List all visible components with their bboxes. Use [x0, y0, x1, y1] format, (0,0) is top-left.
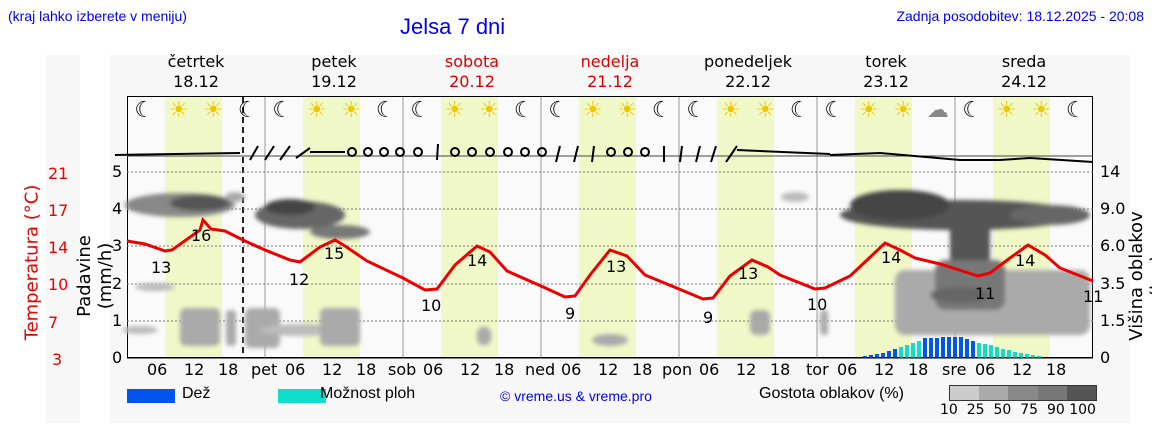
- temp-label: 13: [151, 258, 172, 277]
- temp-label: 14: [881, 248, 902, 267]
- temp-tick: 21: [48, 164, 69, 183]
- temp-label: 13: [606, 257, 627, 276]
- temp-label: 12: [289, 270, 310, 289]
- moon-cloud-icon: ☾: [134, 98, 155, 123]
- cloud-height-tick: 14: [1100, 162, 1121, 181]
- copyright-link[interactable]: © vreme.us & vreme.pro: [500, 388, 652, 404]
- temp-tick: 14: [48, 238, 69, 257]
- precip-tick: 1: [112, 311, 123, 330]
- sun-icon: ☀: [444, 98, 465, 123]
- moon-icon: ☾: [651, 98, 672, 123]
- temp-label: 10: [421, 296, 442, 315]
- temp-label: 14: [1015, 251, 1036, 270]
- temp-label: 9: [565, 304, 576, 323]
- moon-thunder-icon: ☾: [962, 98, 983, 123]
- wind-barbs: [114, 143, 1094, 163]
- day-header-tue: torek 23.12: [863, 52, 909, 91]
- moon-cloud-icon: ☾: [789, 98, 810, 123]
- location-hint[interactable]: (kraj lahko izberete v meniju): [8, 8, 187, 24]
- day-header-sun: nedelja 21.12: [580, 52, 640, 91]
- moon-cloud-icon: ☾: [1065, 98, 1086, 123]
- moon-icon: ☾: [410, 98, 431, 123]
- temp-label: 11: [975, 284, 996, 303]
- sun-thunder-icon: ☀: [996, 98, 1017, 123]
- day-header-mon: ponedeljek 22.12: [704, 52, 792, 91]
- sun-thunder-icon: ☀: [1031, 98, 1052, 123]
- sun-icon: ☀: [479, 98, 500, 123]
- cloud-height-tick: 3.5: [1100, 274, 1126, 293]
- temp-label: 9: [703, 308, 714, 327]
- rain-legend-label: Dež: [182, 385, 211, 402]
- sun-cloud-icon: ☀: [306, 98, 327, 123]
- temp-label: 16: [191, 226, 212, 245]
- cloud-layer: [122, 190, 1090, 348]
- precip-tick: 2: [112, 274, 123, 293]
- precip-bars: [863, 337, 1041, 358]
- precip-tick: 4: [112, 199, 123, 218]
- sun-small-cloud-icon: ☀: [755, 98, 776, 123]
- temp-label: 10: [807, 295, 828, 314]
- sun-cloud-icon: ☀: [168, 98, 189, 123]
- precip-tick: 3: [112, 236, 123, 255]
- precip-tick: 5: [112, 162, 123, 181]
- cloud-height-tick: 9.0: [1100, 199, 1126, 218]
- sun-icon: ☀: [582, 98, 603, 123]
- temperature-line: [126, 216, 1094, 301]
- showers-legend-label: Možnost ploh: [320, 385, 416, 402]
- cloud-rain-icon: ☁: [926, 98, 949, 123]
- day-header-thu: četrtek 18.12: [167, 52, 225, 91]
- cloud-height-tick: 0: [1100, 348, 1111, 367]
- temp-tick: 7: [48, 313, 59, 332]
- cloud-density-ticks: 10 25 50 75 90 100: [940, 402, 1096, 418]
- temp-label: 15: [324, 244, 345, 263]
- cloud-density-label: Gostota oblakov (%): [759, 385, 904, 402]
- rain-legend-swatch: [127, 389, 175, 403]
- sun-icon: ☀: [720, 98, 741, 123]
- day-header-sat: sobota 20.12: [444, 52, 500, 91]
- cloud-height-tick: 6.0: [1100, 236, 1126, 255]
- moon-cloud-icon: ☾: [824, 98, 845, 123]
- moon-icon: ☾: [686, 98, 707, 123]
- temp-tick: 3: [52, 350, 63, 369]
- temp-tick: 10: [48, 275, 69, 294]
- moon-cloud-icon: ☾: [237, 98, 258, 123]
- sun-cloud-rain-icon: ☀: [858, 98, 879, 123]
- sun-small-cloud-icon: ☀: [203, 98, 224, 123]
- showers-legend-swatch: [278, 389, 326, 403]
- sun-icon: ☀: [617, 98, 638, 123]
- moon-cloud-icon: ☾: [272, 98, 293, 123]
- cloud-height-tick: 1.5: [1100, 311, 1126, 330]
- day-header-wed: sreda 24.12: [1001, 52, 1047, 91]
- moon-icon: ☾: [548, 98, 569, 123]
- cloud-density-scale: [949, 385, 1097, 401]
- last-updated: Zadnja posodobitev: 18.12.2025 - 20:08: [896, 8, 1144, 24]
- sun-cloud-icon: ☀: [341, 98, 362, 123]
- moon-icon: ☾: [513, 98, 534, 123]
- sun-cloud-rain-icon: ☀: [893, 98, 914, 123]
- day-header-fri: petek 19.12: [311, 52, 357, 91]
- temp-label: 13: [738, 264, 759, 283]
- temp-label: 11: [1083, 287, 1104, 306]
- page-title: Jelsa 7 dni: [400, 14, 506, 39]
- x-axis: 06 12 18 pet 06 12 18 sob 06 12 18 ned 0…: [147, 360, 1067, 379]
- weather-icon-row: ☾ ☀ ☀ ☾ ☾ ☀ ☀ ☾ ☾ ☀ ☀ ☾ ☾ ☀ ☀ ☾ ☾ ☀ ☀ ☾ …: [127, 98, 1093, 134]
- precip-tick: 0: [112, 348, 123, 367]
- temp-axis-panel: [46, 55, 80, 423]
- temp-tick: 17: [48, 201, 69, 220]
- moon-icon: ☾: [375, 98, 396, 123]
- temp-label: 14: [467, 251, 488, 270]
